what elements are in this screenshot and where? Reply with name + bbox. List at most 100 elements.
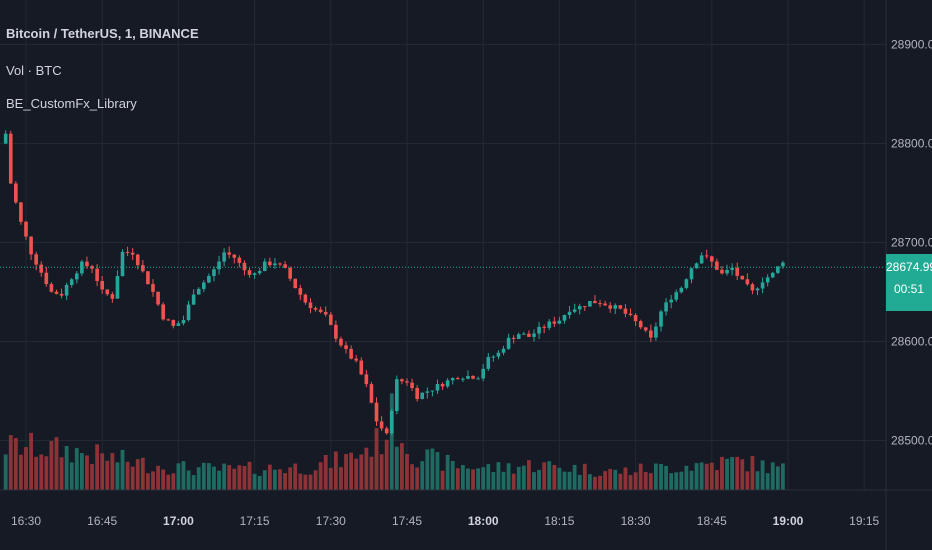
candle-body: [506, 337, 511, 349]
volume-bar: [156, 465, 160, 490]
volume-bar: [69, 462, 74, 490]
candle-body: [181, 320, 186, 324]
volume-bar: [140, 457, 145, 490]
volume-bar: [420, 461, 425, 490]
candle-body: [704, 255, 709, 257]
volume-bar: [313, 470, 318, 490]
volume-bar: [303, 474, 308, 490]
candle-body: [257, 271, 262, 274]
volume-legend[interactable]: Vol · BTC: [6, 63, 62, 78]
volume-bar: [572, 464, 577, 490]
volume-bar: [699, 462, 704, 490]
time-tick-label: 17:45: [392, 514, 422, 528]
symbol-legend[interactable]: Bitcoin / TetherUS, 1, BINANCE: [6, 26, 199, 41]
candle-body: [664, 302, 668, 312]
candle-body: [135, 254, 140, 266]
candle-body: [125, 251, 130, 253]
volume-bar: [521, 465, 526, 490]
candle-body: [572, 309, 577, 312]
volume-bar: [648, 473, 653, 490]
candle-body: [339, 338, 343, 346]
candle-body: [293, 278, 298, 289]
volume-bar: [643, 471, 648, 490]
candle-body: [395, 379, 399, 412]
candle-body: [156, 291, 160, 305]
candle-body: [522, 333, 526, 335]
volume-bar: [552, 465, 557, 490]
candle-body: [369, 384, 374, 403]
volume-bar: [54, 437, 59, 490]
candle-body: [64, 284, 69, 296]
volume-bar: [298, 473, 303, 490]
volume-bar: [450, 461, 455, 490]
volume-bar: [308, 474, 313, 490]
candle-body: [679, 287, 684, 293]
candle-body: [481, 368, 485, 379]
volume-bar: [460, 465, 465, 490]
price-axis[interactable]: 28500.00 28600.00 28700.00 28800.00 28900.00: [891, 38, 932, 448]
candle-body: [516, 334, 521, 339]
volume-bar: [349, 452, 354, 490]
volume-bar: [151, 471, 155, 490]
volume-bars: [3, 393, 785, 490]
candle-body: [100, 281, 104, 290]
candle-body: [603, 303, 607, 306]
volume-bar: [212, 466, 216, 490]
volume-bar: [389, 393, 394, 490]
volume-bar: [13, 438, 18, 490]
volume-bar: [379, 454, 384, 490]
indicator-legend[interactable]: BE_CustomFx_Library: [6, 96, 137, 111]
candle-body: [308, 302, 313, 309]
candle-body: [542, 326, 546, 328]
candle-body: [237, 257, 242, 263]
volume-bar: [161, 469, 166, 490]
volume-bar: [394, 446, 399, 490]
candle-body: [120, 251, 125, 277]
candle-body: [745, 279, 750, 285]
candle-body: [557, 320, 562, 324]
volume-bar: [242, 465, 247, 490]
time-tick-label: 17:15: [240, 514, 270, 528]
candle-body: [288, 267, 292, 279]
volume-bar: [237, 465, 242, 490]
candle-body: [547, 321, 552, 328]
volume-bar: [181, 461, 186, 490]
volume-bar: [633, 472, 638, 490]
volume-bar: [344, 454, 348, 490]
volume-bar: [90, 463, 94, 490]
volume-bar: [384, 439, 389, 490]
volume-bar: [288, 467, 293, 490]
candle-body: [49, 284, 54, 292]
volume-bar: [125, 461, 130, 490]
volume-bar: [273, 469, 277, 490]
volume-bar: [85, 455, 89, 490]
volume-bar: [516, 466, 521, 490]
volume-bar: [603, 471, 608, 490]
volume-bar: [278, 469, 282, 490]
volume-bar: [166, 474, 171, 490]
volume-bar: [501, 471, 506, 490]
volume-bar: [176, 463, 181, 490]
volume-bar: [110, 453, 115, 490]
volume-bar: [638, 463, 643, 490]
candle-body: [583, 306, 587, 308]
time-tick-label: 18:15: [544, 514, 574, 528]
volume-bar: [196, 467, 201, 490]
volume-bar: [115, 462, 120, 490]
volume-bar: [709, 462, 714, 490]
candle-body: [765, 277, 770, 283]
candle-body: [440, 383, 445, 387]
volume-bar: [354, 458, 359, 490]
time-axis[interactable]: 16:30 16:45 17:00 17:15 17:30 17:45 18:00 18:15…: [11, 514, 880, 528]
volume-bar: [247, 461, 252, 490]
volume-bar: [374, 428, 379, 490]
volume-bar: [587, 474, 592, 490]
volume-bar: [567, 471, 572, 490]
volume-bar: [582, 463, 587, 490]
candle-body: [54, 291, 59, 294]
volume-bar: [704, 463, 709, 490]
candle-body: [649, 330, 653, 338]
volume-bar: [400, 443, 404, 490]
candle-body: [59, 293, 64, 296]
